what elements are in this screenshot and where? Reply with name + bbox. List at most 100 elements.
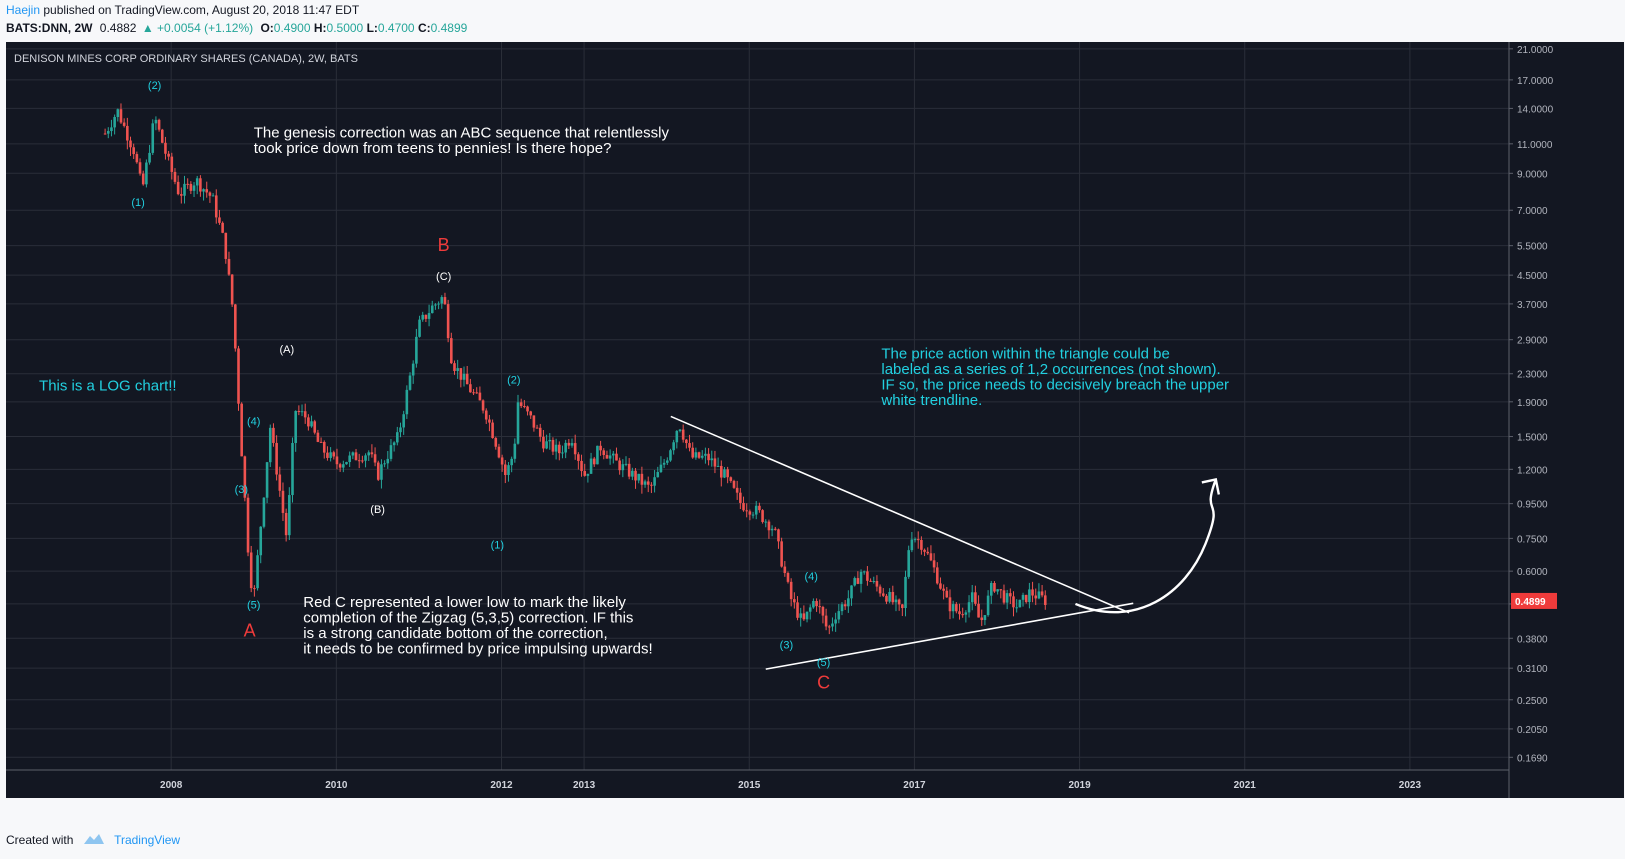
candle-body [983,615,987,621]
last-price: 0.4882 [99,21,137,35]
low-value: 0.4700 [377,21,415,35]
grid [6,42,1509,770]
annotation-line: Red C represented a lower low to mark th… [303,594,626,611]
candle-body [510,458,513,466]
candle-body [151,123,155,153]
candle-body [710,458,714,461]
candle-body [176,181,180,195]
candle-body [300,411,304,413]
y-tick-label: 3.7000 [1517,300,1548,311]
candle-body [872,580,876,582]
candle-body [513,443,517,459]
y-tick-label: 17.0000 [1517,76,1554,87]
candle-body [329,452,332,458]
close-label: C: [417,21,431,35]
wave-label: (2) [148,80,161,92]
candle-body [386,458,390,464]
trendline-lower [765,602,1134,670]
candle-body [675,430,679,443]
candle-body [650,484,653,486]
candle-body [624,463,628,465]
candle-body [427,313,431,319]
wave-label: (1) [491,540,504,552]
candle-body [453,363,456,371]
author-link[interactable]: Haejin [6,3,41,17]
candle-body [920,539,923,550]
chart-area[interactable]: (2) (1) (4) (3) (5) (A) (B) (C) (2) (1) (4) (3) (5) A… [6,42,1624,798]
candle-body [599,445,602,451]
x-tick-label: 2013 [573,780,596,791]
price-axis[interactable]: 21.0000 17.0000 14.0000 11.0000 9.0000 7.0000… [1509,45,1557,764]
close-value: 0.4899 [430,21,468,35]
candle-body [345,462,348,465]
candle-body [262,497,266,527]
candle-body [1015,607,1018,609]
annotation-line: white trendline. [880,392,982,409]
created-with-text: Created with [6,833,74,847]
candle-body [526,406,529,412]
candle-body [850,585,853,599]
candle-body [558,444,561,454]
annotation-text: The genesis correction was an ABC sequen… [254,124,670,157]
candle-body [167,153,170,157]
candle-body [322,442,326,453]
y-tick-label: 0.3100 [1517,664,1548,675]
candle-body [739,492,742,503]
price-change: ▲ +0.0054 (+1.12%) [141,21,254,35]
candle-body [815,600,818,607]
candle-body [113,117,116,128]
tradingview-brand-link[interactable]: TradingView [114,833,181,847]
candle-body [602,450,606,456]
candle-body [516,402,520,444]
candle-body [618,460,621,471]
tradingview-logo-icon[interactable] [83,833,105,848]
candle-body [170,156,174,172]
candle-body [472,392,475,394]
candle-body [335,456,339,465]
x-tick-label: 2017 [903,780,926,791]
candle-body [751,514,755,516]
candle-body [567,442,571,446]
price-chart[interactable]: (2) (1) (4) (3) (5) (A) (B) (C) (2) (1) (4) (3) (5) A… [6,42,1624,798]
candle-body [773,528,777,530]
candle-body [901,604,904,609]
time-axis[interactable]: 2008 2010 2012 2013 2015 2017 2019 2021 2023 [160,780,1421,791]
candle-body [542,436,545,449]
candle-body [942,588,945,591]
candle-body [805,611,809,620]
candle-body [418,319,421,337]
wave-label: (1) [131,197,144,209]
candle-body [688,443,691,448]
candle-body [993,583,996,592]
candle-body [415,336,418,364]
candle-body [1043,595,1047,605]
candle-body [967,602,971,613]
candle-body [357,460,361,462]
candle-body [929,553,933,561]
candle-body [265,462,269,498]
candle-body [138,162,142,174]
candle-body [307,417,310,427]
wave-label: (5) [247,600,260,612]
candle-body [351,452,355,456]
annotation-line: This is a LOG chart!! [39,378,177,395]
y-tick-label: 0.1690 [1517,753,1548,764]
candle-body [888,591,891,602]
candle-body [894,599,898,603]
candle-body [681,429,685,440]
candle-body [434,304,437,306]
candle-body [551,439,555,452]
publish-header: Haejin published on TradingView.com, Aug… [0,0,1625,42]
candle-body [535,427,539,429]
candle-body [986,595,990,616]
candle-body [583,471,587,476]
candle-body [192,185,196,191]
y-tick-label: 0.2050 [1517,725,1548,736]
candle-body [685,439,688,444]
candle-body [145,162,148,185]
candle-body [955,604,958,612]
candle-body [519,402,523,407]
y-tick-label: 0.9500 [1517,500,1548,511]
publish-line: Haejin published on TradingView.com, Aug… [6,3,359,17]
candle-body [475,392,479,394]
